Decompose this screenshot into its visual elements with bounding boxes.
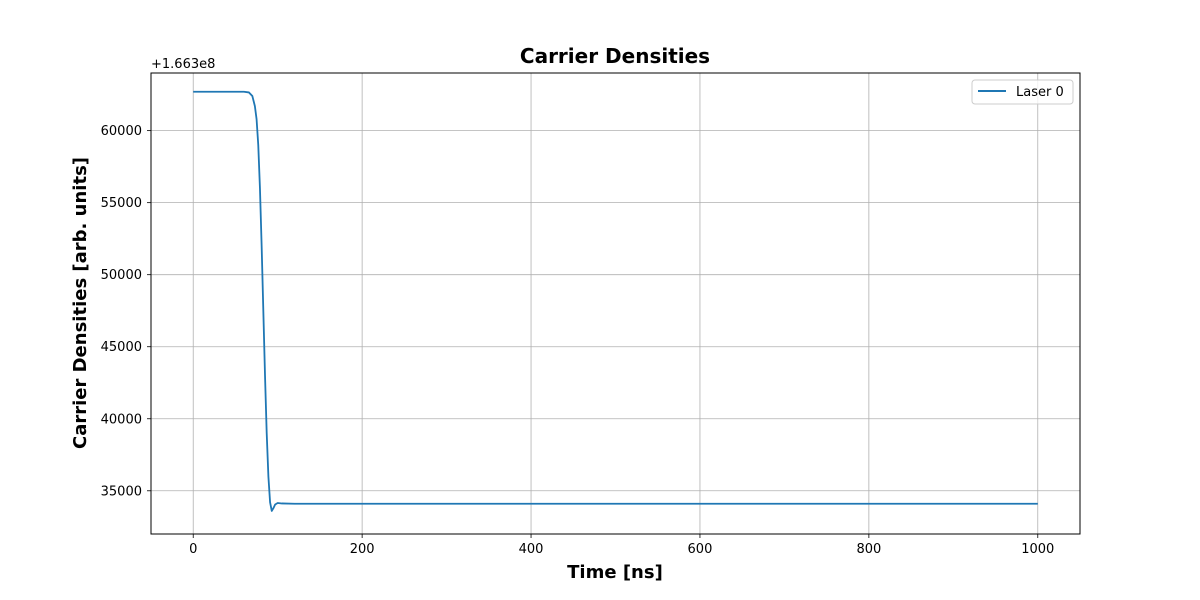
y-tick-label: 50000 xyxy=(101,268,142,283)
x-tick-label: 1000 xyxy=(1021,542,1054,557)
y-tick-label: 55000 xyxy=(101,196,142,211)
x-tick-label: 200 xyxy=(350,542,375,557)
x-tick-label: 600 xyxy=(688,542,713,557)
legend: Laser 0 xyxy=(971,79,1074,105)
y-tick-label: 40000 xyxy=(101,412,142,427)
y-axis-label: Carrier Densities [arb. units] xyxy=(70,157,91,449)
x-tick-label: 800 xyxy=(856,542,881,557)
y-tick-label: 60000 xyxy=(101,124,142,139)
grid xyxy=(151,73,1080,534)
x-axis-label: Time [ns] xyxy=(567,562,663,583)
y-tick-label: 35000 xyxy=(101,484,142,499)
plot-area-frame xyxy=(150,72,1081,535)
x-tick-label: 0 xyxy=(189,542,197,557)
ticks: 0 200 400 600 800 1000 35000 40000 45000 50000 550… xyxy=(101,124,1055,557)
y-tick-label: 45000 xyxy=(101,340,142,355)
legend-box xyxy=(971,79,1074,105)
series-layer xyxy=(193,90,1038,512)
x-tick-label: 400 xyxy=(519,542,544,557)
legend-label-laser-0: Laser 0 xyxy=(1016,85,1064,100)
series-line-0 xyxy=(193,90,1038,512)
chart-title: Carrier Densities xyxy=(520,44,710,68)
y-offset-label: +1.663e8 xyxy=(151,57,215,72)
